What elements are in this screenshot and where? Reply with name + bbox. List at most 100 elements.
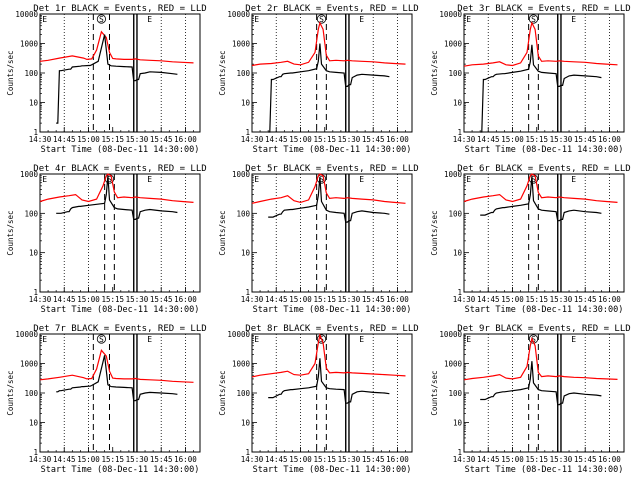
series-lld-line	[39, 349, 194, 383]
x-tick-label: 15:15	[101, 455, 124, 464]
y-axis-label: Counts/sec	[430, 370, 439, 415]
y-tick-label: 10	[241, 419, 251, 428]
x-tick-label: 15:00	[501, 135, 524, 144]
y-tick-label: 10000	[227, 10, 250, 19]
y-axis-label: Counts/sec	[218, 370, 227, 415]
marker-label: E	[571, 15, 576, 24]
x-tick-label: 15:15	[101, 295, 124, 304]
plot-frame	[463, 333, 625, 453]
y-tick-label: 1	[33, 288, 38, 297]
x-tick-label: 15:30	[338, 295, 361, 304]
marker-circle	[96, 334, 107, 344]
x-tick-label: 15:00	[501, 455, 524, 464]
y-tick-label: 10000	[439, 330, 462, 339]
x-tick-label: 14:30	[29, 295, 52, 304]
x-axis-label: Start Time (08-Dec-11 14:30:00)	[465, 465, 624, 475]
x-tick-label: 14:30	[241, 455, 264, 464]
y-tick-label: 1	[457, 128, 462, 137]
x-tick-label: 15:30	[338, 455, 361, 464]
marker-label: S	[99, 15, 104, 24]
series-events-line	[56, 34, 178, 124]
x-tick-label: 15:45	[150, 135, 173, 144]
x-axis-label: Start Time (08-Dec-11 14:30:00)	[465, 145, 624, 155]
x-tick-label: 14:45	[265, 135, 288, 144]
panel-title: Det 1r BLACK = Events, RED = LLD	[33, 4, 206, 14]
y-tick-label: 100	[236, 209, 250, 218]
y-tick-label: 100	[236, 389, 250, 398]
y-axis-label: Counts/sec	[430, 210, 439, 255]
x-tick-label: 15:45	[362, 135, 385, 144]
y-tick-label: 10000	[439, 10, 462, 19]
x-tick-label: 15:15	[525, 455, 548, 464]
x-tick-label: 15:00	[77, 455, 100, 464]
marker-label: S	[531, 15, 536, 24]
y-tick-label: 10000	[15, 330, 38, 339]
marker-label: E	[42, 335, 47, 344]
marker-label: E	[359, 335, 364, 344]
y-tick-label: 100	[448, 209, 462, 218]
series-events-line	[268, 43, 390, 133]
marker-label: E	[466, 335, 471, 344]
x-tick-label: 14:30	[241, 295, 264, 304]
x-tick-label: 15:00	[289, 295, 312, 304]
x-tick-label: 16:00	[174, 455, 197, 464]
series-lld-line	[463, 173, 618, 203]
y-axis-label: Counts/sec	[6, 50, 15, 95]
x-tick-label: 15:30	[550, 135, 573, 144]
y-tick-label: 1	[33, 448, 38, 457]
x-tick-label: 14:45	[477, 455, 500, 464]
marker-label: S	[319, 175, 324, 184]
marker-circle	[528, 14, 539, 24]
x-tick-label: 15:00	[289, 135, 312, 144]
x-tick-label: 14:30	[29, 455, 52, 464]
marker-label: E	[571, 175, 576, 184]
marker-label: S	[107, 175, 112, 184]
panel-title: Det 8r BLACK = Events, RED = LLD	[245, 324, 418, 334]
y-tick-label: 10	[453, 249, 463, 258]
y-tick-label: 1	[245, 288, 250, 297]
x-tick-label: 16:00	[174, 135, 197, 144]
marker-label: E	[42, 15, 47, 24]
y-tick-label: 10	[29, 419, 39, 428]
y-tick-label: 1000	[232, 360, 251, 369]
x-tick-label: 15:15	[525, 295, 548, 304]
x-tick-label: 15:00	[501, 295, 524, 304]
x-tick-label: 15:15	[313, 455, 336, 464]
x-tick-label: 15:45	[574, 455, 597, 464]
y-tick-label: 1000	[232, 40, 251, 49]
panel-title: Det 7r BLACK = Events, RED = LLD	[33, 324, 206, 334]
x-tick-label: 15:30	[126, 295, 149, 304]
series-lld-line	[251, 173, 406, 204]
y-tick-label: 1000	[20, 170, 39, 179]
series-events-line	[56, 175, 178, 220]
x-axis-label: Start Time (08-Dec-11 14:30:00)	[465, 305, 624, 315]
x-tick-label: 15:30	[550, 295, 573, 304]
marker-label: E	[571, 335, 576, 344]
series-lld-line	[39, 173, 194, 203]
x-tick-label: 16:00	[598, 455, 621, 464]
marker-circle	[316, 14, 327, 24]
x-axis-label: Start Time (08-Dec-11 14:30:00)	[253, 305, 412, 315]
series-events-line	[268, 176, 390, 223]
panel-title: Det 5r BLACK = Events, RED = LLD	[245, 164, 418, 174]
x-tick-label: 14:30	[453, 135, 476, 144]
panel-title: Det 3r BLACK = Events, RED = LLD	[457, 4, 630, 14]
marker-label: S	[319, 15, 324, 24]
plot-frame	[39, 333, 201, 453]
x-tick-label: 15:30	[338, 135, 361, 144]
x-tick-label: 16:00	[386, 135, 409, 144]
marker-circle	[96, 14, 107, 24]
y-axis-label: Counts/sec	[6, 370, 15, 415]
y-tick-label: 10	[29, 249, 39, 258]
y-axis-label: Counts/sec	[430, 50, 439, 95]
x-tick-label: 15:00	[77, 295, 100, 304]
